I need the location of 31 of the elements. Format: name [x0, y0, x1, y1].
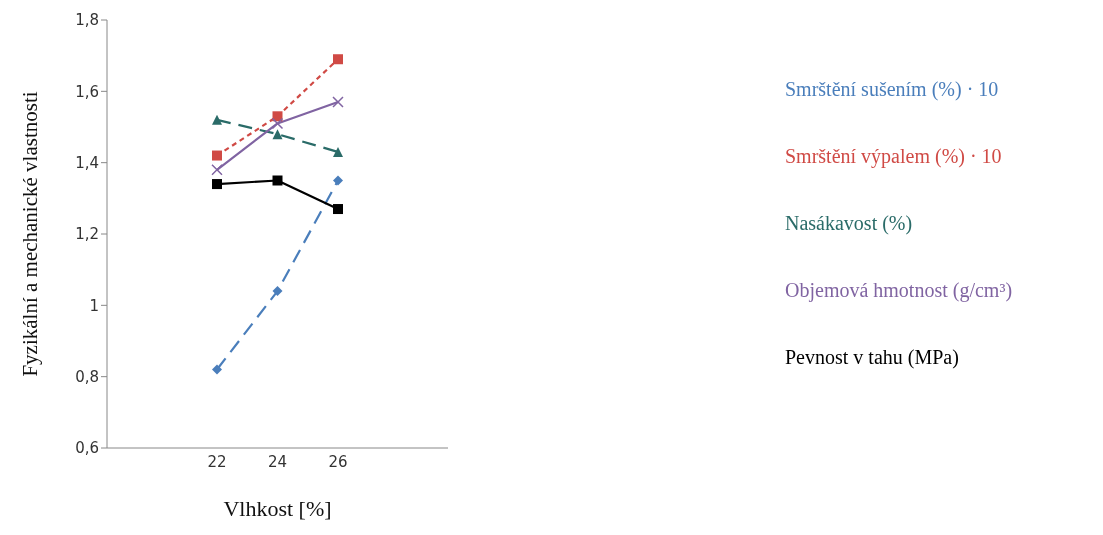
- y-tick-label: 1,2: [75, 225, 99, 244]
- text: Smrštění sušením (%) · 10: [785, 78, 1000, 101]
- point: [272, 286, 283, 297]
- y-tick-label: 1,8: [75, 11, 99, 30]
- x-axis-title: Vlhkost [%]: [223, 496, 332, 521]
- point: [212, 150, 222, 161]
- point: [211, 164, 223, 176]
- point: [333, 204, 343, 215]
- text: Nasákavost (%): [785, 212, 914, 235]
- point: [212, 114, 222, 125]
- y-tick-label: 0,6: [75, 439, 99, 458]
- x-tick-label: 22: [207, 452, 227, 471]
- point: [333, 146, 343, 157]
- text: Objemová hmotnost (g/cm³): [785, 279, 1014, 302]
- point: [272, 129, 283, 140]
- point: [333, 54, 343, 65]
- x-tick-label: 26: [328, 452, 348, 471]
- point: [332, 96, 344, 108]
- text: Pevnost v tahu (MPa): [785, 346, 960, 369]
- point: [333, 175, 343, 186]
- point: [272, 175, 283, 186]
- y-tick-label: 1,4: [75, 153, 99, 172]
- point: [212, 179, 222, 190]
- y-tick-label: 1: [89, 296, 99, 315]
- y-axis-title: Fyzikální a mechanické vlastnosti: [18, 91, 43, 377]
- point: [271, 117, 284, 130]
- x-tick-label: 24: [267, 452, 288, 471]
- point: [212, 364, 222, 375]
- y-tick-label: 1,6: [75, 82, 99, 101]
- text: Smrštění výpalem (%) · 10: [785, 145, 1003, 168]
- y-tick-label: 0,8: [75, 367, 99, 386]
